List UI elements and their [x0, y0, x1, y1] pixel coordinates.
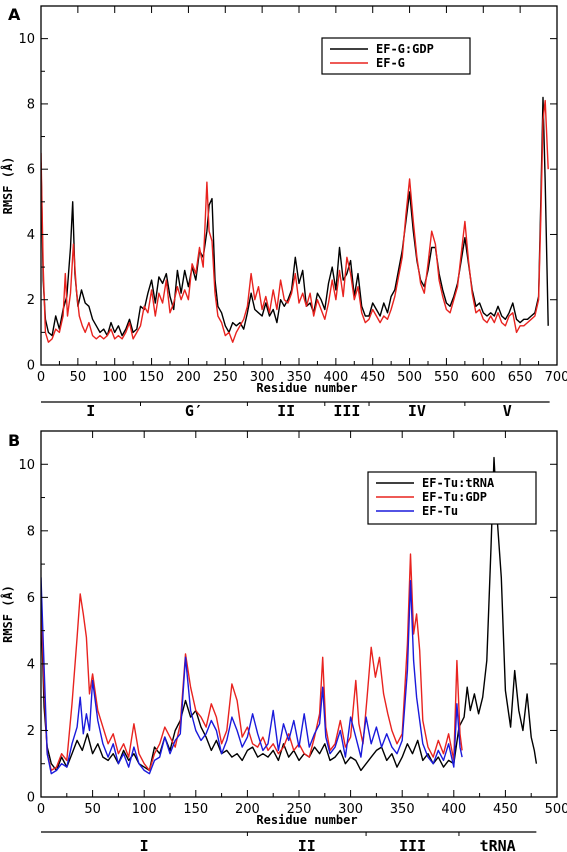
x-tick-label: 0 — [37, 370, 45, 385]
y-tick-label: 6 — [27, 163, 35, 178]
y-tick-label: 8 — [27, 524, 35, 539]
x-tick-label: 550 — [434, 370, 459, 385]
panel-letter: A — [8, 5, 21, 24]
x-tick-label: 150 — [183, 802, 208, 817]
legend-entry: EF-Tu:tRNA — [422, 476, 495, 490]
x-tick-label: 250 — [213, 370, 238, 385]
panel-letter: B — [8, 431, 20, 450]
x-tick-label: 50 — [84, 802, 101, 817]
x-tick-label: 250 — [287, 802, 312, 817]
y-tick-label: 6 — [27, 591, 35, 606]
y-tick-label: 8 — [27, 97, 35, 112]
domain-label: G′ — [185, 402, 203, 420]
x-tick-label: 600 — [471, 370, 496, 385]
y-tick-label: 10 — [18, 32, 35, 47]
x-tick-label: 200 — [235, 802, 260, 817]
domain-label: III — [333, 402, 360, 420]
y-axis-label: RMSF (Å) — [0, 585, 15, 643]
series-line-ef-tu-trna — [41, 456, 538, 772]
x-tick-label: 100 — [102, 370, 127, 385]
y-axis-label: RMSF (Å) — [0, 157, 15, 215]
x-tick-label: 400 — [441, 802, 466, 817]
domain-label: I — [140, 837, 149, 852]
series-line-ef-g — [41, 99, 549, 343]
y-tick-label: 2 — [27, 293, 35, 308]
x-tick-label: 450 — [360, 370, 385, 385]
x-tick-label: 50 — [70, 370, 87, 385]
series-line-ef-tu — [41, 577, 463, 775]
legend-entry: EF-G — [376, 56, 405, 70]
x-tick-label: 100 — [132, 802, 157, 817]
x-tick-label: 500 — [545, 802, 567, 817]
x-tick-label: 350 — [287, 370, 312, 385]
legend-entry: EF-G:GDP — [376, 42, 434, 56]
series-line-ef-g-gdp — [41, 96, 549, 337]
y-tick-label: 2 — [27, 724, 35, 739]
x-tick-label: 700 — [545, 370, 567, 385]
domain-label: IV — [408, 402, 426, 420]
x-axis-label: Residue number — [256, 381, 357, 395]
x-tick-label: 200 — [176, 370, 201, 385]
panel-a: A0 50 100 150 200 250 300 350 400 450 500 550 600 650… — [0, 5, 567, 420]
series-line-ef-tu-gdp — [41, 553, 463, 772]
x-tick-label: 300 — [338, 802, 363, 817]
x-tick-label: 450 — [493, 802, 518, 817]
y-tick-label: 0 — [27, 791, 35, 806]
x-tick-label: 150 — [139, 370, 164, 385]
x-axis-label: Residue number — [256, 813, 357, 827]
legend-entry: EF-Tu:GDP — [422, 490, 487, 504]
x-tick-label: 500 — [397, 370, 422, 385]
y-tick-label: 0 — [27, 359, 35, 374]
y-tick-label: 10 — [18, 458, 35, 473]
x-tick-label: 300 — [250, 370, 275, 385]
legend-box — [321, 37, 471, 75]
x-tick-label: 650 — [508, 370, 533, 385]
x-tick-label: 400 — [323, 370, 348, 385]
x-tick-label: 0 — [37, 802, 45, 817]
domain-label: II — [277, 402, 295, 420]
x-tick-label: 350 — [390, 802, 415, 817]
y-tick-label: 4 — [27, 228, 35, 243]
domain-label: III — [399, 837, 426, 852]
legend-entry: EF-Tu — [422, 504, 458, 518]
domain-label: tRNA — [480, 837, 516, 852]
domain-label: II — [298, 837, 316, 852]
legend-box — [367, 471, 537, 525]
y-tick-label: 4 — [27, 657, 35, 672]
panel-b: B 0 50 100 150 200 250 300 350 400 450 500 0 2 4 6 8 10 Re… — [0, 430, 567, 852]
domain-label: V — [503, 402, 512, 420]
domain-label: I — [86, 402, 95, 420]
